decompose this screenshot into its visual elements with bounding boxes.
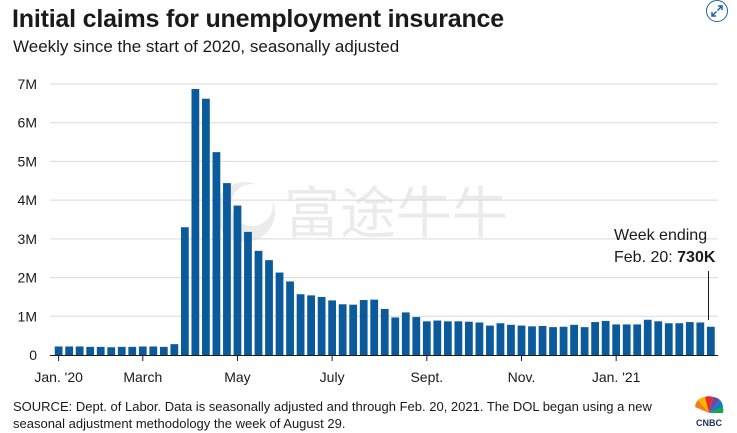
y-tick-label: 6M [18,115,37,131]
watermark: 富途牛牛 [215,182,508,247]
bar [654,321,663,355]
bar [138,346,147,355]
source-note: SOURCE: Dept. of Labor. Data is seasonal… [13,399,652,431]
bar [223,183,231,355]
bar [528,326,536,355]
bar [643,319,652,355]
bar [685,322,694,355]
bar [454,321,463,355]
chart-title: Initial claims for unemployment insuranc… [12,5,504,33]
bar [391,317,400,355]
bar [338,304,347,355]
annotation-line1: Week ending [614,227,707,244]
bar [601,320,610,355]
bar [486,325,494,355]
bar [317,296,326,355]
bar [549,327,557,355]
annotation-value: 730K [677,249,716,266]
bar [307,295,315,355]
bar [159,346,168,355]
bar [128,346,137,355]
y-tick-label: 2M [18,270,37,286]
chart-subtitle: Weekly since the start of 2020, seasonal… [13,37,400,56]
bar [170,344,179,355]
y-tick-label: 4M [18,192,37,208]
bar [496,323,505,355]
bar [401,312,410,355]
bar [54,346,63,355]
bar [180,227,189,355]
bar [612,324,621,355]
bar [191,89,200,355]
y-tick-label: 7M [18,76,37,92]
annotation-line2: Feb. 20: 730K [614,249,716,266]
expand-button[interactable] [706,0,728,22]
bar [696,322,705,355]
x-axis: Jan. '20 March May July Sept. Nov. Jan. '21 [34,355,718,385]
y-tick-label: 0 [29,347,37,363]
bar [359,300,368,355]
bar [265,260,273,355]
x-tick-label: Jan. '20 [34,369,83,385]
bar [117,346,126,355]
y-axis: 0 1M 2M 3M 4M 5M 6M 7M [18,76,38,363]
x-tick-label: March [123,369,162,385]
bar [65,346,74,355]
bar [296,294,305,355]
bar [380,308,389,355]
y-tick-label: 1M [18,308,37,324]
bar [570,324,578,355]
bar [86,346,95,355]
x-tick-label: Nov. [508,369,536,385]
bar [633,324,642,355]
bar [254,250,263,355]
x-tick-label: July [320,369,345,385]
bar [212,152,221,355]
bar [622,324,631,355]
bar [412,317,421,355]
bar [433,320,442,355]
bar [96,346,105,355]
expand-icon [711,5,723,17]
bar [349,304,358,355]
bar [591,322,600,355]
bar-chart: 富途牛牛 0 1M 2M 3M 4M 5M 6M 7M Jan. '20 March May Jul… [18,76,718,385]
x-tick-label: Jan. '21 [592,369,641,385]
logo-text: CNBC [696,418,722,428]
bar [422,321,431,355]
bar [370,299,379,355]
bar [233,205,242,355]
bar [328,300,337,355]
annotation: Week ending Feb. 20: 730K [614,227,716,320]
annotation-prefix: Feb. 20: [614,249,677,266]
bar [706,326,715,355]
gridlines [50,83,718,317]
bar [664,323,673,355]
bar [107,347,116,355]
bar [507,324,515,355]
bar [149,346,158,355]
bar [443,321,452,355]
bar [465,321,473,355]
bar [244,231,252,355]
bar [517,325,526,355]
watermark-text: 富途牛牛 [284,182,508,247]
bar [675,323,684,355]
x-tick-label: Sept. [410,369,443,385]
bars [54,89,715,356]
bar [286,281,294,355]
bar [202,98,210,356]
y-tick-label: 3M [18,231,37,247]
cnbc-logo: CNBC [695,396,724,428]
bar [475,322,484,355]
bar [75,346,84,355]
bar [580,327,589,355]
bar [538,325,547,355]
x-tick-label: May [224,369,250,385]
peacock-icon [695,396,724,413]
bar [275,272,284,355]
y-tick-label: 5M [18,153,37,169]
bar [559,326,568,355]
